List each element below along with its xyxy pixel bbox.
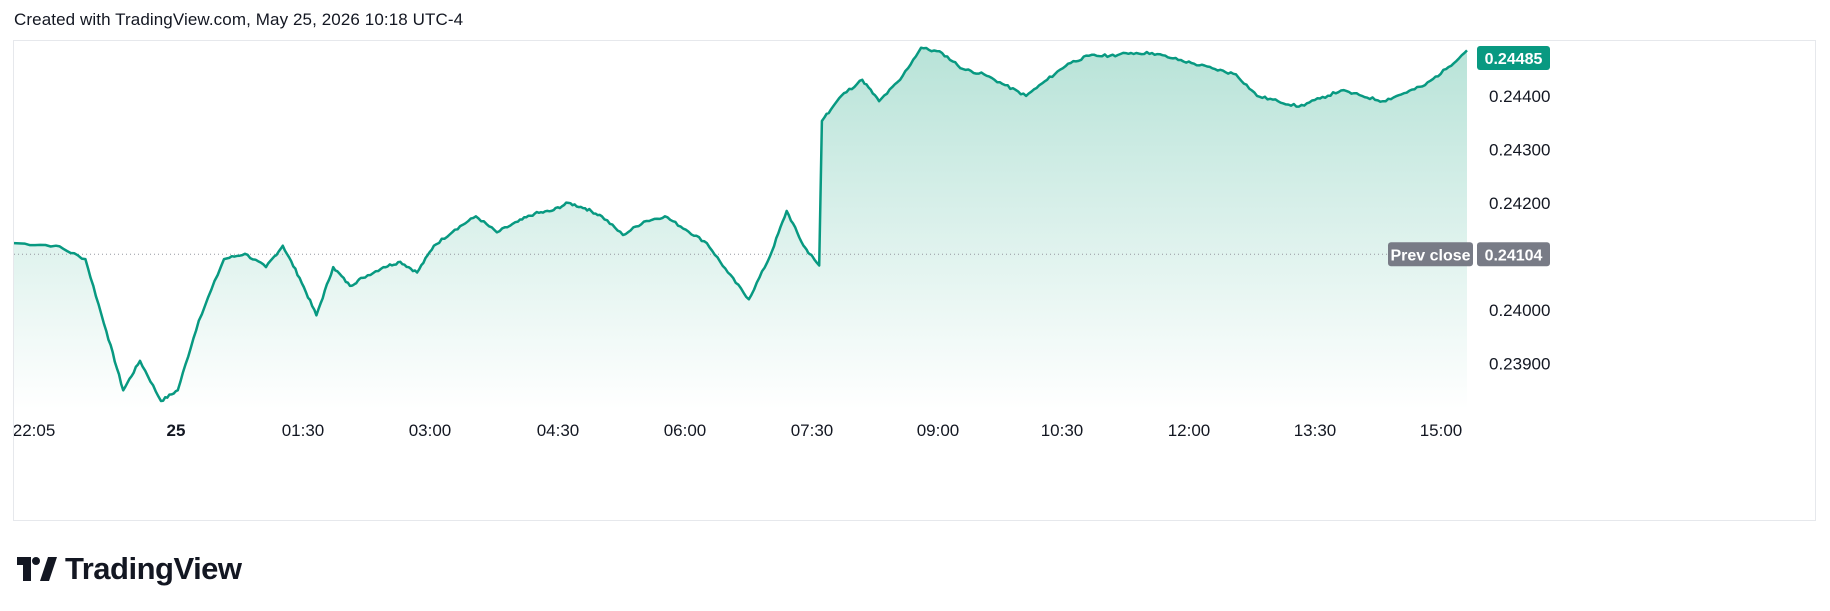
y-tick-label: 0.24300 xyxy=(1489,140,1550,159)
prev-close-value-badge[interactable]: 0.24104 xyxy=(1477,242,1550,267)
x-tick-label: 15:00 xyxy=(1420,421,1463,440)
y-axis: 0.24400 0.24300 0.24200 0.24000 0.23900 xyxy=(1489,87,1550,374)
x-tick-label: 06:00 xyxy=(664,421,707,440)
x-tick-label: 13:30 xyxy=(1294,421,1337,440)
brand-name: TradingView xyxy=(65,551,242,586)
price-line[interactable] xyxy=(14,46,1468,403)
y-tick-label: 0.24000 xyxy=(1489,301,1550,320)
y-tick-label: 0.23900 xyxy=(1489,355,1550,374)
prev-close-value-badge-text: 0.24104 xyxy=(1485,247,1543,264)
x-tick-label: 25 xyxy=(167,421,186,440)
tradingview-brand[interactable]: TradingView xyxy=(17,551,242,587)
last-price-badge[interactable]: 0.24485 xyxy=(1477,46,1550,70)
prev-close-label-badge[interactable]: Prev close xyxy=(1388,242,1473,267)
y-tick-label: 0.24200 xyxy=(1489,194,1550,213)
x-tick-label: 04:30 xyxy=(537,421,580,440)
price-chart[interactable]: 22:05 25 01:30 03:00 04:30 06:00 07:30 09:00 10:… xyxy=(14,41,1817,522)
x-tick-label: 01:30 xyxy=(282,421,325,440)
x-axis: 22:05 25 01:30 03:00 04:30 06:00 07:30 09:00 10:… xyxy=(14,421,1462,440)
last-price-badge-text: 0.24485 xyxy=(1485,51,1543,68)
y-tick-label: 0.24400 xyxy=(1489,87,1550,106)
prev-close-label-badge-text: Prev close xyxy=(1390,247,1470,264)
x-tick-label: 09:00 xyxy=(917,421,960,440)
x-tick-label: 07:30 xyxy=(791,421,834,440)
x-tick-label: 03:00 xyxy=(409,421,452,440)
x-tick-label: 12:00 xyxy=(1168,421,1211,440)
chart-caption: Created with TradingView.com, May 25, 20… xyxy=(14,10,464,29)
tradingview-logo-icon xyxy=(17,557,57,581)
price-area-fill xyxy=(14,47,1467,409)
x-tick-label: 10:30 xyxy=(1041,421,1084,440)
chart-frame[interactable]: 22:05 25 01:30 03:00 04:30 06:00 07:30 09:00 10:… xyxy=(13,40,1816,521)
x-tick-label: 22:05 xyxy=(14,421,55,440)
